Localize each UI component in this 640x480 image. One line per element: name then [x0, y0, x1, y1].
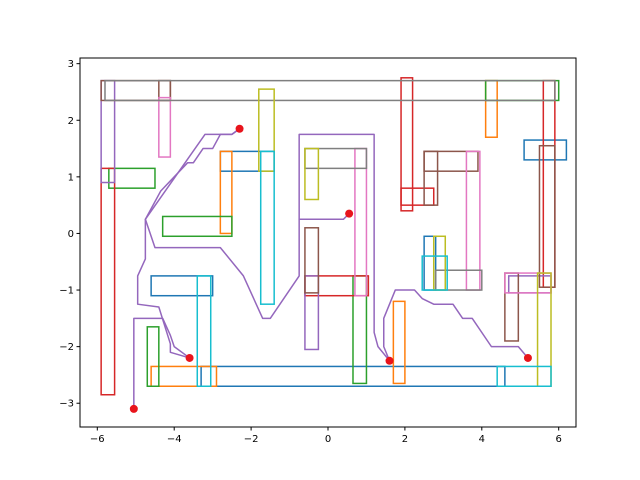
y-tick-label: 2 [68, 116, 74, 127]
waypoint-marker-4 [385, 356, 394, 365]
point-layer [129, 124, 532, 413]
plot-area [100, 77, 568, 413]
rectangle-layer [100, 77, 568, 396]
obstacle-rect-9 [108, 167, 156, 189]
obstacle-rect-7 [392, 300, 406, 385]
obstacle-rect-33 [104, 79, 556, 102]
obstacle-rect-11 [146, 326, 160, 388]
waypoint-marker-5 [523, 353, 532, 362]
y-axis: −3 −2 −1 0 1 2 3 [59, 59, 80, 410]
x-tick-label: 2 [402, 434, 408, 445]
y-tick-label: 0 [68, 229, 74, 240]
x-axis: −6 −4 −2 0 2 4 6 [90, 427, 562, 445]
waypoint-marker-2 [235, 124, 244, 133]
y-tick-label: −2 [59, 342, 74, 353]
route-path-0 [133, 317, 191, 410]
obstacle-rect-6 [219, 150, 233, 235]
obstacle-rect-4 [523, 139, 568, 161]
obstacle-rect-35 [434, 269, 483, 291]
x-tick-label: 4 [479, 434, 485, 445]
y-tick-label: −1 [59, 286, 74, 297]
obstacle-rect-42 [421, 255, 448, 291]
obstacle-rect-26 [423, 150, 479, 172]
route-path-1 [136, 127, 241, 359]
obstacle-rect-36 [258, 88, 275, 172]
obstacle-rect-14 [100, 167, 116, 396]
x-tick-label: 0 [325, 434, 331, 445]
waypoint-marker-1 [185, 353, 194, 362]
y-tick-label: 3 [68, 59, 74, 70]
obstacle-rect-40 [196, 275, 212, 388]
obstacle-rect-17 [400, 187, 435, 206]
y-tick-label: −3 [59, 399, 74, 410]
obstacle-rect-5 [150, 365, 218, 388]
obstacle-rect-43 [496, 365, 552, 388]
waypoint-marker-3 [345, 209, 354, 218]
route-path-2 [144, 127, 391, 362]
obstacle-rect-37 [304, 147, 320, 201]
y-tick-label: 1 [68, 172, 74, 183]
path-layer [133, 127, 529, 410]
obstacle-rect-28 [538, 144, 556, 288]
obstacle-rect-10 [161, 215, 233, 238]
x-tick-label: −2 [244, 434, 259, 445]
obstacle-rect-29 [158, 96, 172, 158]
waypoint-marker-0 [129, 404, 138, 413]
x-tick-label: −6 [90, 434, 105, 445]
x-tick-label: −4 [167, 434, 182, 445]
obstacle-rect-20 [304, 275, 320, 351]
obstacle-rect-1 [150, 275, 214, 297]
obstacle-rect-24 [304, 227, 320, 294]
obstacle-rect-41 [259, 150, 275, 305]
obstacle-rect-16 [400, 77, 414, 212]
route-path-3 [383, 289, 529, 362]
x-tick-label: 6 [556, 434, 562, 445]
